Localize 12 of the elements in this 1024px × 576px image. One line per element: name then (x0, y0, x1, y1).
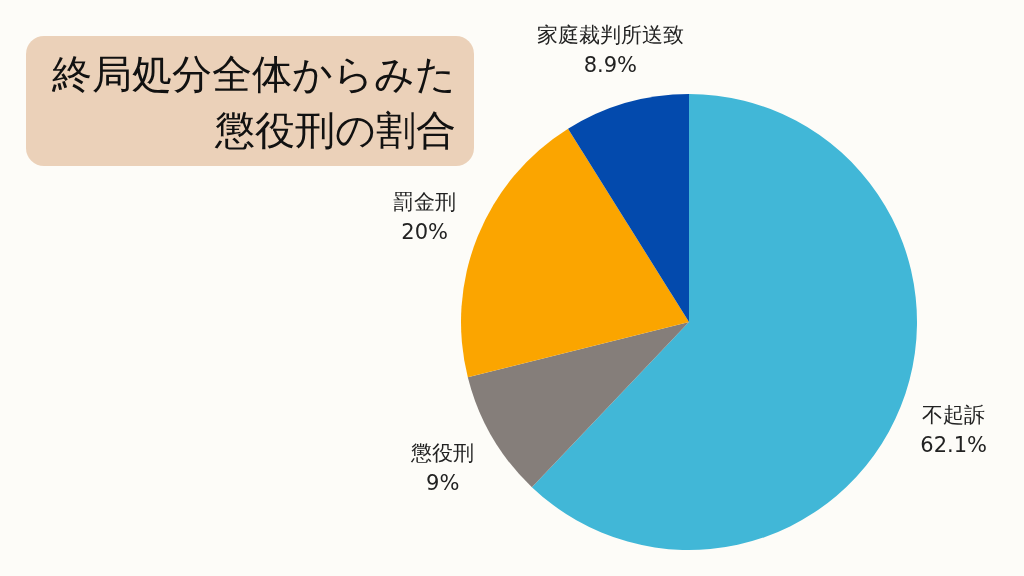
data-label: 62.1% (920, 432, 988, 457)
pie-slice (531, 94, 917, 550)
pie-slice (461, 128, 689, 378)
slice-label: 懲役刑 (410, 440, 475, 465)
slice-label: 不起訴 (922, 402, 986, 427)
data-label: 9% (426, 470, 460, 495)
data-label: 20% (401, 220, 449, 245)
data-label: 8.9% (583, 53, 638, 78)
pie-slice (568, 94, 689, 322)
slice-label: 家庭裁判所送致 (536, 23, 684, 48)
text: 終局処分全体からみた懲役刑の割合 (26, 36, 474, 166)
slice-label: 罰金刑 (393, 190, 457, 215)
